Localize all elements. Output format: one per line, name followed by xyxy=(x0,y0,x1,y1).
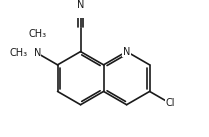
Text: Cl: Cl xyxy=(165,98,175,108)
Text: N: N xyxy=(77,0,84,10)
Text: CH₃: CH₃ xyxy=(9,48,27,58)
Text: N: N xyxy=(34,48,41,58)
Text: CH₃: CH₃ xyxy=(28,29,46,39)
Text: N: N xyxy=(123,47,130,57)
